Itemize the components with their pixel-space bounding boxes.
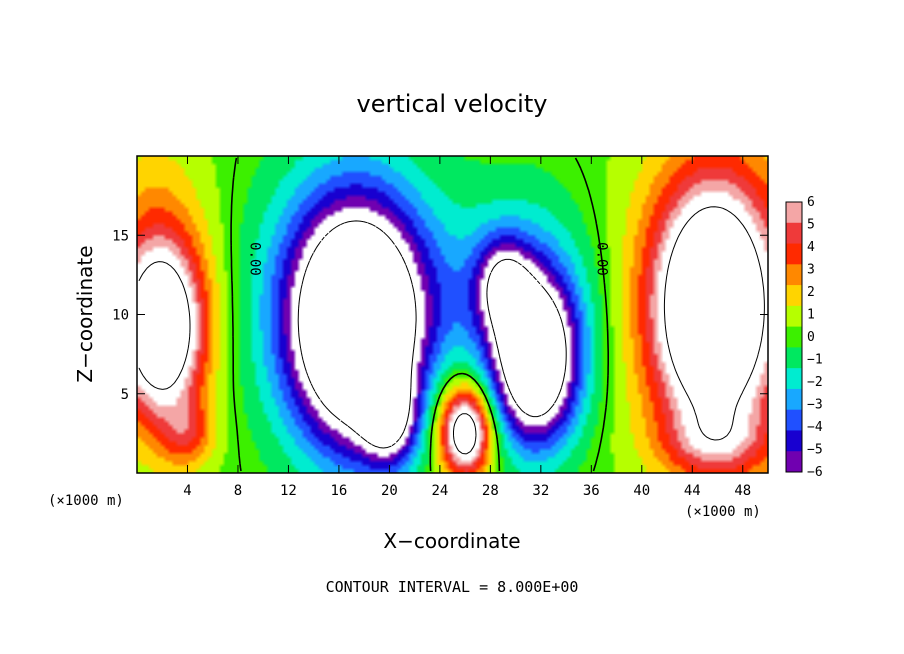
x-tick-label-2: 12 [280,483,297,499]
x-unit-right: (×1000 m) [685,504,761,520]
y-axis-label: Z−coordinate [73,245,97,382]
colorbar-label-6: 0 [807,330,815,345]
colorbar-label-11: −5 [807,443,823,458]
colorbar-label-7: −1 [807,353,823,368]
colorbar-swatch-7 [786,347,802,369]
colorbar-swatch-12 [786,451,802,473]
colorbar-swatch-3 [786,264,802,286]
x-tick-label-10: 44 [684,483,701,499]
colorbar: 6 5 4 3 2 1 0 −1 −2 −3 −4 −5 −6 [785,195,823,480]
x-axis-label: X−coordinate [383,529,520,553]
x-tick-label-5: 24 [431,483,448,499]
x-tick-label-3: 16 [330,483,347,499]
colorbar-label-0: 6 [807,195,815,210]
x-tick-label-1: 8 [234,483,242,499]
chart-title: vertical velocity [357,90,548,118]
colorbar-label-1: 5 [807,218,815,233]
colorbar-swatch-2 [786,243,802,265]
colorbar-swatch-6 [786,326,802,348]
colorbar-label-3: 3 [807,263,815,278]
x-tick-label-0: 4 [183,483,191,499]
colorbar-label-12: −6 [807,465,823,480]
colorbar-swatch-11 [786,430,802,452]
y-tick-label-0: 5 [121,387,129,403]
plot-area: 0.00 0.00 [136,155,769,474]
contour-label-1: 0.00 [594,242,610,276]
x-tick-label-4: 20 [381,483,398,499]
colorbar-label-5: 1 [807,308,815,323]
x-unit-left: (×1000 m) [48,493,124,509]
x-tick-label-9: 40 [633,483,650,499]
colorbar-frame [785,201,803,473]
colorbar-swatch-5 [786,305,802,328]
y-tick-label-1: 10 [112,308,129,324]
x-tick-label-7: 32 [532,483,549,499]
y-tick-label-2: 15 [112,228,129,244]
contour-labels: 0.00 0.00 [247,242,610,276]
colorbar-swatch-10 [786,409,802,431]
colorbar-label-8: −2 [807,375,823,390]
colorbar-swatch-0 [786,202,802,224]
contour-line [138,206,765,455]
contour-line [230,157,609,472]
colorbar-label-9: −3 [807,398,823,413]
colorbar-label-2: 4 [807,240,815,255]
contour-lines [138,157,765,472]
contour-negative [297,220,567,449]
colorbar-label-4: 2 [807,285,815,300]
heatmap-field [137,156,768,473]
contour-label-0: 0.00 [247,242,263,276]
colorbar-label-10: −4 [807,420,823,435]
colorbar-swatch-4 [786,285,802,307]
x-axis: 4 8 12 16 20 24 28 32 36 40 44 48 [183,156,751,499]
colorbar-swatch-8 [786,368,802,390]
colorbar-swatch-9 [786,388,802,411]
x-tick-label-8: 36 [583,483,600,499]
contour-interval-note: CONTOUR INTERVAL = 8.000E+00 [326,578,579,596]
x-tick-label-11: 48 [734,483,751,499]
y-axis: 5 10 15 [112,228,768,403]
x-tick-label-6: 28 [482,483,499,499]
colorbar-swatch-1 [786,222,802,244]
